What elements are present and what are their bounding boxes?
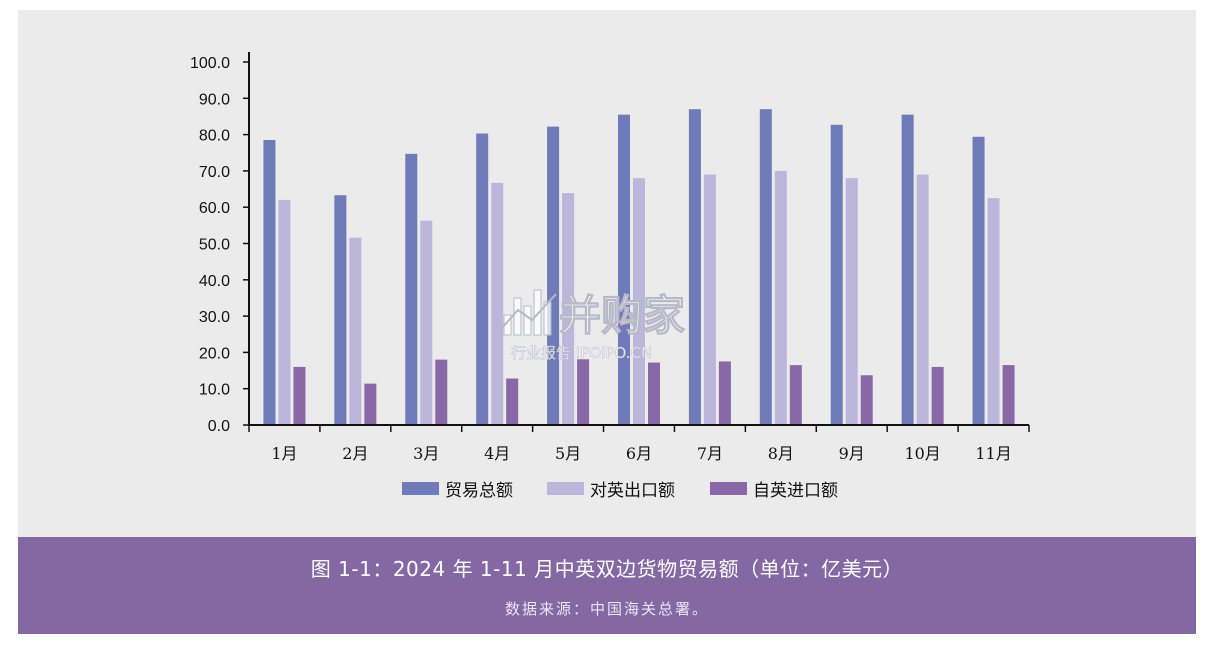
bar-1-8 xyxy=(759,109,772,425)
legend-swatch xyxy=(547,482,584,495)
bar-2-4 xyxy=(491,182,504,425)
caption-bar: 图 1-1：2024 年 1-11 月中英双边货物贸易额（单位：亿美元） 数据来… xyxy=(18,537,1196,634)
y-tick-label: 40.0 xyxy=(199,273,230,290)
bar-3-6 xyxy=(648,362,660,425)
bar-1-1 xyxy=(263,140,276,426)
x-axis: 1月 2月 3月 4月 5月 6月 7月 8月 9月 10月 11月 xyxy=(248,424,1030,463)
bar-2-8 xyxy=(774,170,787,425)
bar-3-10 xyxy=(931,366,944,425)
bar-1-9 xyxy=(830,124,843,425)
x-category-label: 3月 xyxy=(413,444,439,463)
bar-3-4 xyxy=(506,378,519,425)
y-tick-label: 50.0 xyxy=(199,237,230,254)
legend-swatch xyxy=(710,482,747,495)
bar-1-2 xyxy=(334,195,347,425)
bar-2-2 xyxy=(349,237,362,425)
bar-1-7 xyxy=(688,109,701,425)
legend-swatch xyxy=(402,482,439,495)
figure-caption-source: 数据来源：中国海关总署。 xyxy=(504,600,709,618)
y-tick-label: 30.0 xyxy=(199,309,230,326)
y-tick-label: 0.0 xyxy=(208,418,230,435)
bar-3-5 xyxy=(577,359,590,425)
y-tick-label: 90.0 xyxy=(199,91,230,108)
bar-1-4 xyxy=(476,133,489,426)
bar-3-3 xyxy=(435,359,448,425)
y-tick-label: 80.0 xyxy=(199,128,230,145)
watermark-brand: 并购家 xyxy=(559,291,685,340)
y-tick-label: 100.0 xyxy=(190,55,230,72)
bar-chart-logo-icon xyxy=(501,289,557,336)
x-category-label: 8月 xyxy=(768,444,794,463)
bar-1-10 xyxy=(901,114,914,425)
bar-3-2 xyxy=(364,383,377,425)
bar-2-1 xyxy=(278,199,291,425)
bar-3-8 xyxy=(789,365,802,425)
bars xyxy=(263,109,1015,426)
bar-chart: 0.0 10.0 20.0 30.0 40.0 50.0 60.0 70.0 80.0 90.0 1… xyxy=(190,52,1030,501)
bar-2-11 xyxy=(987,198,1000,425)
bar-1-5 xyxy=(547,126,560,425)
x-category-label: 11月 xyxy=(975,444,1011,463)
bar-2-6 xyxy=(633,178,645,425)
bar-2-3 xyxy=(420,220,433,425)
bar-2-7 xyxy=(703,174,716,425)
bar-1-6 xyxy=(618,114,630,425)
y-tick-label: 60.0 xyxy=(199,200,230,217)
y-tick-label: 70.0 xyxy=(199,164,230,181)
legend-label: 对英出口额 xyxy=(590,481,675,501)
watermark-tagline: 行业报告 IPOIPO.CN xyxy=(511,344,652,362)
watermark: 并购家 行业报告 IPOIPO.CN xyxy=(501,289,686,362)
y-tick-label: 20.0 xyxy=(199,345,230,362)
x-category-label: 7月 xyxy=(697,444,723,463)
legend-label: 贸易总额 xyxy=(445,481,513,501)
bar-3-11 xyxy=(1002,365,1015,425)
bar-2-10 xyxy=(916,174,929,425)
legend-label: 自英进口额 xyxy=(753,481,838,501)
x-category-label: 6月 xyxy=(626,444,652,463)
legend: 贸易总额 对英出口额 自英进口额 xyxy=(402,481,838,501)
x-category-label: 1月 xyxy=(271,444,297,463)
bar-1-3 xyxy=(405,153,418,426)
y-tick-label: 10.0 xyxy=(199,382,230,399)
bar-1-11 xyxy=(972,136,985,425)
x-category-label: 5月 xyxy=(555,444,581,463)
bar-3-1 xyxy=(293,366,306,425)
bar-3-9 xyxy=(860,375,873,425)
figure-caption-title: 图 1-1：2024 年 1-11 月中英双边货物贸易额（单位：亿美元） xyxy=(310,557,904,581)
x-category-label: 9月 xyxy=(839,444,865,463)
y-axis: 0.0 10.0 20.0 30.0 40.0 50.0 60.0 70.0 80.0 90.0 1… xyxy=(190,52,250,435)
chart-panel: 0.0 10.0 20.0 30.0 40.0 50.0 60.0 70.0 80.0 90.0 1… xyxy=(18,10,1196,537)
x-category-label: 10月 xyxy=(904,444,940,463)
bar-3-7 xyxy=(718,361,731,425)
bar-2-9 xyxy=(845,178,858,425)
bar-2-5 xyxy=(562,193,575,425)
x-category-label: 2月 xyxy=(342,444,368,463)
x-category-label: 4月 xyxy=(484,444,510,463)
